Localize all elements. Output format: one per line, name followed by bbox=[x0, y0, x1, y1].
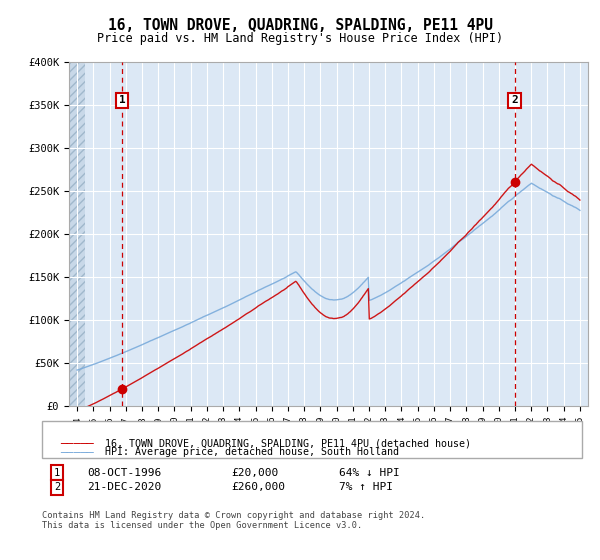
Text: 2: 2 bbox=[54, 482, 60, 492]
Text: ─────: ───── bbox=[60, 447, 94, 457]
Text: 21-DEC-2020: 21-DEC-2020 bbox=[87, 482, 161, 492]
Text: £20,000: £20,000 bbox=[231, 468, 278, 478]
Text: Price paid vs. HM Land Registry's House Price Index (HPI): Price paid vs. HM Land Registry's House … bbox=[97, 31, 503, 45]
Text: 1: 1 bbox=[54, 468, 60, 478]
Text: 64% ↓ HPI: 64% ↓ HPI bbox=[339, 468, 400, 478]
Text: Contains HM Land Registry data © Crown copyright and database right 2024.
This d: Contains HM Land Registry data © Crown c… bbox=[42, 511, 425, 530]
Text: ─────: ───── bbox=[60, 438, 94, 449]
Text: 16, TOWN DROVE, QUADRING, SPALDING, PE11 4PU (detached house): 16, TOWN DROVE, QUADRING, SPALDING, PE11… bbox=[105, 438, 471, 449]
Text: 1: 1 bbox=[119, 95, 125, 105]
Text: £260,000: £260,000 bbox=[231, 482, 285, 492]
Text: 08-OCT-1996: 08-OCT-1996 bbox=[87, 468, 161, 478]
Bar bbox=[69, 62, 85, 406]
Text: 2: 2 bbox=[511, 95, 518, 105]
Text: 7% ↑ HPI: 7% ↑ HPI bbox=[339, 482, 393, 492]
Text: HPI: Average price, detached house, South Holland: HPI: Average price, detached house, Sout… bbox=[105, 447, 399, 457]
Text: 16, TOWN DROVE, QUADRING, SPALDING, PE11 4PU: 16, TOWN DROVE, QUADRING, SPALDING, PE11… bbox=[107, 18, 493, 32]
